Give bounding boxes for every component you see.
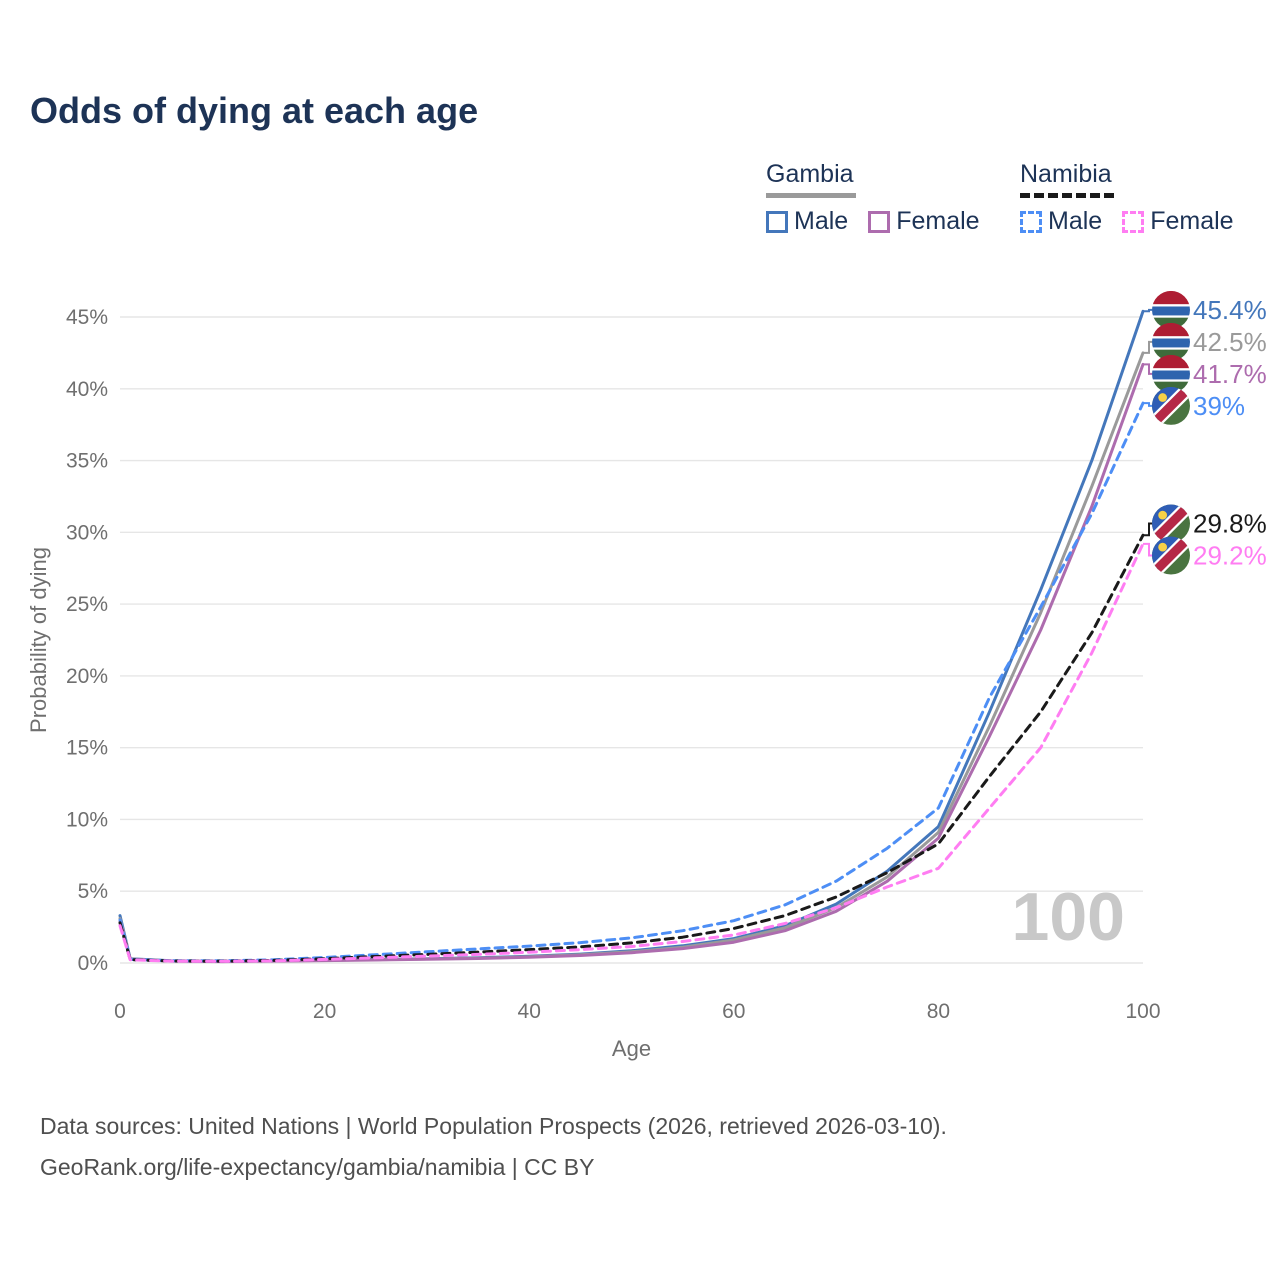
page-title: Odds of dying at each age [30, 90, 479, 131]
legend-item-label: Male [1048, 207, 1103, 235]
legend-item-label: Female [896, 207, 980, 235]
y-tick-label: 25% [66, 593, 108, 616]
y-axis-tick-labels: 0% 5% 10% 15% 20% 25% 30% 35% 40% 45% [66, 306, 108, 975]
x-tick-label: 0 [114, 1000, 126, 1023]
end-label-gambia-female: 41.7% [1143, 354, 1267, 393]
x-tick-label: 60 [722, 1000, 745, 1023]
label-leader-line [1143, 402, 1152, 407]
namibia-dashed-line-swatch [1020, 193, 1114, 198]
y-tick-label: 35% [66, 450, 108, 473]
gambia-solid-line-swatch [766, 193, 856, 198]
legend-item-namibia-male[interactable]: Male [1020, 207, 1102, 236]
label-leader-line [1143, 363, 1152, 375]
y-axis-title: Probability of dying [26, 547, 51, 733]
attribution-text: GeoRank.org/life-expectancy/gambia/namib… [40, 1154, 595, 1180]
legend-group-gambia-label: Gambia [766, 160, 854, 188]
label-leader-line [1143, 542, 1152, 557]
series-line-gambia [118, 351, 1145, 963]
y-tick-label: 20% [66, 665, 108, 688]
x-tick-label: 100 [1125, 1000, 1160, 1023]
data-sources-text: Data sources: United Nations | World Pop… [40, 1113, 947, 1139]
y-tick-label: 0% [78, 952, 108, 975]
x-axis-title: Age [612, 1036, 651, 1061]
end-label-value: 29.8% [1193, 509, 1267, 539]
series-line-namibia-female [118, 542, 1145, 963]
end-label-value: 41.7% [1193, 359, 1267, 389]
y-tick-label: 30% [66, 521, 108, 544]
series-line-namibia-male [118, 401, 1145, 963]
age-counter-watermark: 100 [1012, 879, 1125, 955]
end-label-value: 29.2% [1193, 541, 1267, 571]
y-tick-label: 45% [66, 306, 108, 329]
legend-item-label: Female [1150, 207, 1234, 235]
legend-group-namibia: Namibia Male Female [1020, 160, 1254, 236]
end-label-namibia-male: 39% [1143, 386, 1245, 425]
namibia-male-swatch-icon [1020, 210, 1042, 233]
label-leader-line [1143, 340, 1152, 354]
series-line-gambia-female [118, 362, 1145, 964]
end-label-namibia-female: 29.2% [1143, 536, 1267, 575]
legend-item-gambia-female[interactable]: Female [868, 207, 980, 236]
series-line-gambia-male [118, 309, 1145, 963]
x-tick-label: 40 [518, 1000, 541, 1023]
legend-group-namibia-label: Namibia [1020, 160, 1112, 188]
end-label-value: 45.4% [1193, 295, 1267, 325]
series-end-labels: 45.4%42.5%41.7%39% 29.8%29.2% [1143, 290, 1267, 575]
y-tick-label: 40% [66, 378, 108, 401]
label-leader-line [1143, 308, 1152, 313]
x-tick-label: 20 [313, 1000, 336, 1023]
legend-item-gambia-male[interactable]: Male [766, 207, 848, 236]
label-leader-line [1143, 522, 1152, 537]
gridlines [120, 316, 1143, 964]
y-tick-label: 5% [78, 880, 108, 903]
x-axis-tick-labels: 0 20 40 60 80 100 [114, 1000, 1160, 1023]
end-label-gambia: 42.5% [1143, 322, 1267, 361]
namibia-female-swatch-icon [1122, 210, 1145, 233]
legend-item-namibia-female[interactable]: Female [1122, 207, 1234, 236]
gambia-female-swatch-icon [868, 210, 891, 233]
x-tick-label: 80 [927, 1000, 950, 1023]
end-label-value: 42.5% [1193, 327, 1267, 357]
legend: Gambia Male Female Namibia Male [0, 160, 1280, 240]
series-lines [118, 309, 1145, 964]
end-label-namibia: 29.8% [1143, 504, 1267, 543]
namibia-flag-icon [1152, 386, 1190, 425]
namibia-flag-icon [1152, 536, 1190, 575]
y-tick-label: 15% [66, 737, 108, 760]
end-label-gambia-male: 45.4% [1143, 290, 1267, 329]
gambia-male-swatch-icon [766, 210, 788, 233]
legend-item-label: Male [794, 207, 849, 235]
end-label-value: 39% [1193, 391, 1245, 421]
footer: Data sources: United Nations | World Pop… [40, 1106, 947, 1188]
legend-group-gambia: Gambia Male Female [766, 160, 1000, 236]
y-tick-label: 10% [66, 808, 108, 831]
